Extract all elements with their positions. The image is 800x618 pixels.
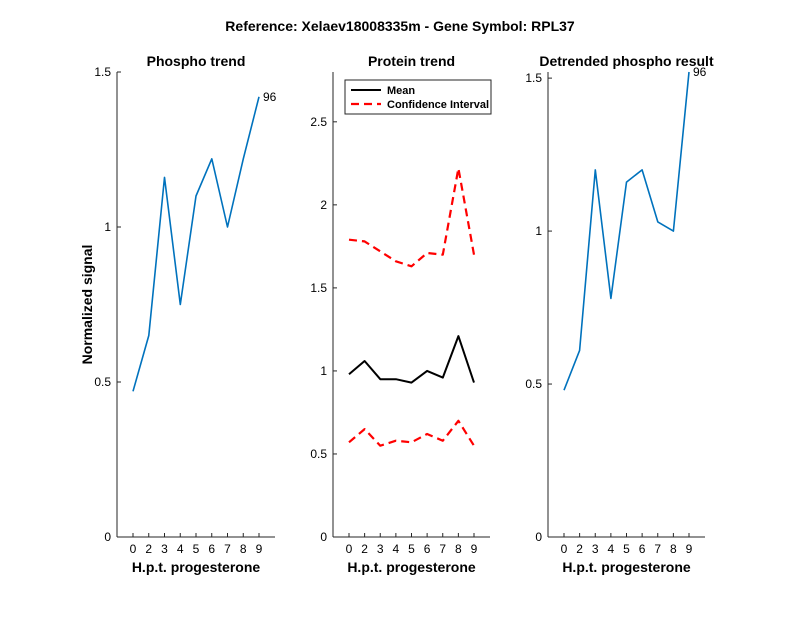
- y-tick-label: 0.5: [310, 447, 327, 461]
- x-tick-label: 0: [130, 542, 137, 556]
- data-annotation: 96: [263, 90, 277, 104]
- y-tick-label: 0.5: [94, 375, 111, 389]
- y-axis-label: Normalized signal: [79, 245, 95, 365]
- x-tick-label: 5: [623, 542, 630, 556]
- x-tick-label: 5: [408, 542, 415, 556]
- panel-title: Detrended phospho result: [539, 53, 714, 69]
- y-tick-label: 1: [535, 224, 542, 238]
- x-tick-label: 9: [256, 542, 263, 556]
- x-tick-label: 4: [177, 542, 184, 556]
- y-tick-label: 1.5: [525, 71, 542, 85]
- x-tick-label: 7: [439, 542, 446, 556]
- y-tick-label: 0: [535, 530, 542, 544]
- y-tick-label: 0: [104, 530, 111, 544]
- series-line-confidence-interval: [348, 167, 476, 268]
- y-tick-label: 1.5: [94, 65, 111, 79]
- figure-title: Reference: Xelaev18008335m - Gene Symbol…: [225, 18, 575, 34]
- panel-title: Protein trend: [368, 53, 455, 69]
- x-tick-label: 4: [393, 542, 400, 556]
- x-tick-label: 2: [361, 542, 368, 556]
- x-tick-label: 6: [639, 542, 646, 556]
- y-tick-label: 0.5: [525, 377, 542, 391]
- x-tick-label: 8: [670, 542, 677, 556]
- legend-entry: Confidence Interval: [387, 99, 489, 111]
- x-tick-label: 8: [240, 542, 247, 556]
- legend-entry: Mean: [387, 85, 415, 97]
- x-tick-label: 4: [608, 542, 615, 556]
- y-tick-label: 1: [320, 364, 327, 378]
- series-line-confidence-interval-lower-: [348, 419, 475, 447]
- x-axis-label: H.p.t. progesterone: [562, 559, 691, 575]
- data-annotation: 96: [693, 65, 707, 79]
- x-axis-label: H.p.t. progesterone: [347, 559, 476, 575]
- y-tick-label: 2.5: [310, 115, 327, 129]
- x-tick-label: 7: [654, 542, 661, 556]
- series-line-phospho: [132, 96, 260, 392]
- x-tick-label: 2: [576, 542, 583, 556]
- y-tick-label: 0: [320, 530, 327, 544]
- x-tick-label: 9: [686, 542, 693, 556]
- x-tick-label: 5: [193, 542, 200, 556]
- x-tick-label: 8: [455, 542, 462, 556]
- x-tick-label: 3: [377, 542, 384, 556]
- panel-title: Phospho trend: [147, 53, 246, 69]
- x-tick-label: 0: [561, 542, 568, 556]
- x-axis-label: H.p.t. progesterone: [132, 559, 261, 575]
- legend-box: [344, 79, 492, 115]
- series-line-mean: [348, 335, 475, 384]
- x-tick-label: 3: [592, 542, 599, 556]
- x-tick-label: 0: [346, 542, 353, 556]
- y-tick-label: 2: [320, 198, 327, 212]
- y-tick-label: 1: [104, 220, 111, 234]
- x-tick-label: 6: [208, 542, 215, 556]
- x-tick-label: 7: [224, 542, 231, 556]
- x-tick-label: 6: [424, 542, 431, 556]
- series-line-detrended: [563, 71, 690, 391]
- x-tick-label: 2: [145, 542, 152, 556]
- x-tick-label: 9: [471, 542, 478, 556]
- y-tick-label: 1.5: [310, 281, 327, 295]
- x-tick-label: 3: [161, 542, 168, 556]
